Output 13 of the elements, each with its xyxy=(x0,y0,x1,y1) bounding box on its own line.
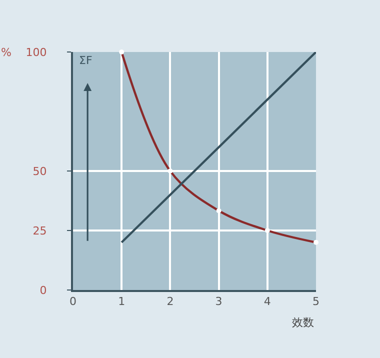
annotation: ΣF xyxy=(79,54,92,67)
x-tick-label: 0 xyxy=(70,295,76,308)
y-tick-label: 50 xyxy=(32,164,47,178)
x-tick-label: 3 xyxy=(215,295,222,308)
x-tick-label: 4 xyxy=(264,295,271,308)
y-tick-label: 25 xyxy=(32,224,47,238)
x-tick-label: 5 xyxy=(312,295,320,308)
x-axis-title: 效数 xyxy=(292,316,314,329)
x-tick-label: 1 xyxy=(118,295,126,308)
y-tick-label: 0 xyxy=(40,284,47,297)
y-axis-title: % xyxy=(1,46,12,59)
x-tick-label: 2 xyxy=(166,295,174,308)
y-tick-label: 100 xyxy=(26,46,47,59)
